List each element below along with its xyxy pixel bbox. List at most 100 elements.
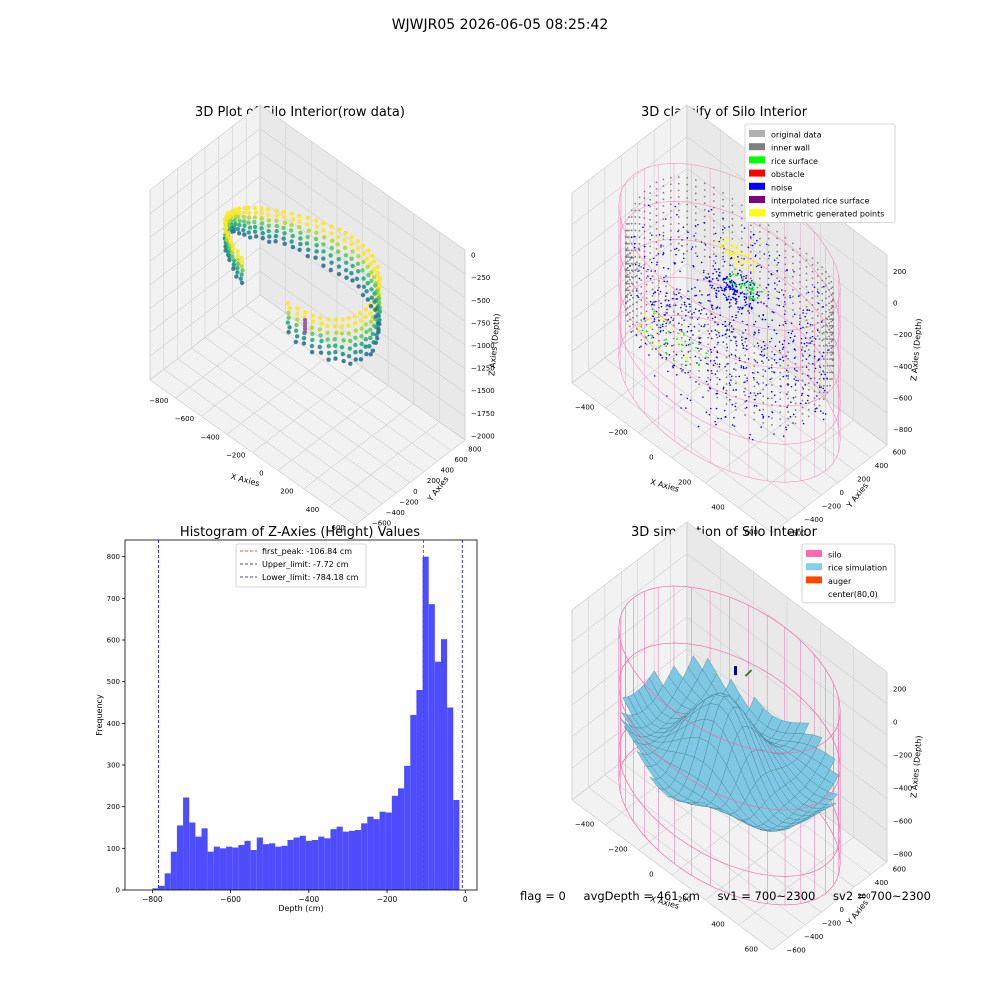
inner-wall-point (811, 284, 814, 286)
inner-wall-point (689, 330, 692, 332)
inner-wall-point (628, 249, 630, 252)
noise-point (714, 232, 717, 235)
noise-point (774, 282, 776, 284)
inner-wall-point (672, 337, 675, 340)
inner-wall-point (762, 421, 765, 424)
raw-point (303, 310, 308, 315)
inner-wall-point (643, 203, 646, 206)
raw-point (239, 264, 244, 269)
rice-surface-point (652, 343, 655, 345)
noise-point (721, 289, 724, 292)
inner-wall-point (762, 348, 765, 351)
noise-point (717, 417, 719, 420)
histogram-bar (305, 840, 313, 890)
inner-wall-point (649, 218, 652, 221)
inner-wall-point (698, 350, 700, 352)
z-tick-label: 0 (471, 252, 475, 260)
inner-wall-point (787, 417, 790, 420)
raw-point (363, 344, 368, 349)
noise-point (688, 303, 690, 305)
histogram-bar (176, 825, 184, 890)
rice-surface-point (653, 310, 656, 313)
symmetric-point (727, 246, 730, 249)
rice-surface-point (665, 352, 668, 355)
raw-point (259, 221, 265, 226)
inner-wall-point (759, 264, 761, 267)
noise-point (800, 342, 803, 344)
noise-point (662, 266, 665, 269)
grid-line (259, 128, 466, 274)
inner-wall-point (784, 263, 787, 266)
symmetric-point (741, 262, 744, 265)
inner-wall-point (776, 303, 779, 306)
raw-point (240, 268, 245, 273)
symmetric-point (736, 244, 739, 247)
raw-point (236, 210, 242, 215)
inner-wall-point (677, 216, 680, 218)
rice-surface-point (665, 342, 668, 344)
noise-point (689, 305, 691, 308)
noise-point (733, 288, 736, 291)
histogram-bar (183, 797, 190, 890)
noise-point (682, 354, 685, 357)
noise-point (782, 435, 785, 438)
raw-point (329, 231, 334, 236)
y-tick-label: 400 (875, 879, 888, 887)
inner-wall-point (822, 338, 825, 341)
inner-wall-point (825, 310, 827, 313)
inner-wall-point (816, 335, 819, 337)
noise-point (629, 264, 631, 267)
inner-wall-point (630, 222, 633, 225)
rice-surface-point (656, 320, 659, 323)
symmetric-point (736, 252, 739, 255)
raw-point (298, 236, 303, 241)
inner-wall-point (830, 307, 833, 310)
raw-point (346, 316, 351, 321)
inner-wall-point (826, 351, 829, 354)
noise-point (786, 393, 788, 395)
inner-wall-point (750, 277, 752, 280)
raw-point (231, 262, 237, 267)
noise-point (733, 335, 735, 338)
noise-point (756, 361, 758, 364)
noise-point (673, 364, 676, 367)
symmetric-point (751, 270, 754, 273)
raw-point (252, 205, 258, 211)
noise-point (747, 310, 749, 312)
raw-point (360, 268, 365, 273)
noise-point (741, 336, 743, 338)
y-tick-label: 400 (441, 467, 454, 475)
inner-wall-point (655, 194, 658, 197)
inner-wall-point (658, 313, 660, 316)
inner-wall-point (791, 262, 794, 265)
rice-surface-point (692, 349, 695, 352)
rice-surface-point (730, 274, 733, 277)
noise-point (805, 332, 808, 334)
inner-wall-point (822, 371, 825, 374)
noise-point (708, 276, 711, 278)
noise-point (762, 340, 765, 343)
noise-point (691, 246, 694, 248)
noise-point (805, 345, 808, 347)
noise-point (809, 337, 812, 339)
noise-point (731, 285, 734, 288)
inner-wall-point (816, 315, 819, 317)
noise-point (685, 309, 687, 311)
symmetric-point (725, 249, 728, 252)
z-tick-label: −1500 (471, 387, 495, 395)
raw-point (267, 239, 272, 245)
noise-point (653, 318, 656, 320)
noise-point (713, 359, 716, 362)
inner-wall-point (805, 292, 808, 295)
noise-point (687, 325, 690, 328)
grid-line (149, 152, 261, 238)
inner-wall-point (801, 399, 804, 402)
histogram-bar (281, 845, 288, 890)
inner-wall-point (658, 300, 660, 302)
noise-point (720, 287, 723, 289)
noise-point (745, 399, 748, 402)
noise-point (638, 346, 641, 349)
noise-point (749, 236, 752, 238)
raw-point (363, 337, 369, 342)
inner-wall-point (634, 275, 637, 278)
